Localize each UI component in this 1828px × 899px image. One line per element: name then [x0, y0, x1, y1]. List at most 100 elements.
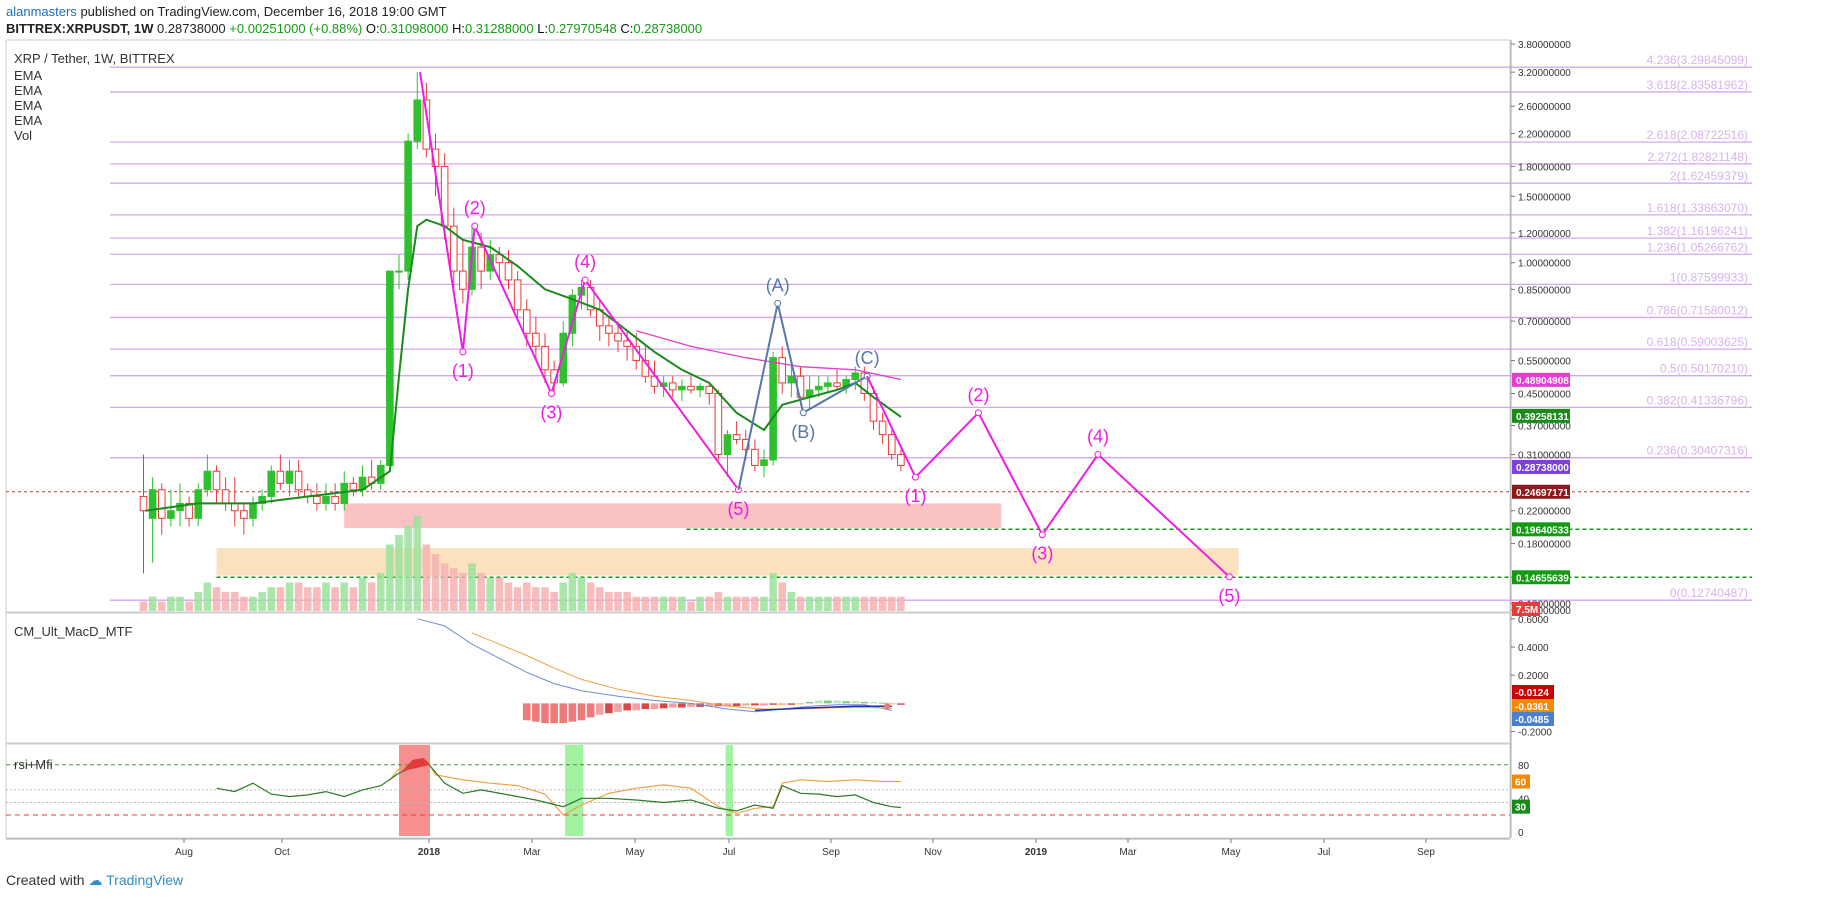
volume-bar: [678, 596, 686, 611]
wave-forecast-label: (5): [1218, 586, 1240, 606]
chart-title: XRP / Tether, 1W, BITTREX: [14, 51, 175, 66]
macd-hist-bar: [887, 703, 896, 705]
macd-hist-bar: [842, 701, 850, 704]
rsi-tag-label: 60: [1515, 778, 1527, 789]
volume-bar: [833, 596, 841, 611]
macd-tag: [1512, 712, 1554, 726]
wave-forecast-point: [1225, 573, 1233, 581]
volume-bar: [687, 601, 695, 611]
wave-impulse-point: [547, 389, 555, 397]
rsi-axis-label: 0: [1518, 828, 1524, 839]
indicator-vol[interactable]: Vol: [14, 128, 33, 143]
volume-bar: [477, 573, 485, 611]
time-axis-label: Jul: [1318, 847, 1331, 858]
candle-body: [760, 459, 768, 466]
ema-green-line: [145, 218, 902, 512]
volume-bar: [541, 587, 549, 611]
volume-bar: [221, 592, 230, 611]
price-tag: [1512, 459, 1570, 474]
rsi-highlight: [725, 745, 733, 836]
macd-tag-label: -0.0124: [1515, 688, 1549, 699]
macd-hist-bar: [787, 703, 796, 705]
fib-level-label: 0.236(0.30407316): [1647, 444, 1748, 458]
candle-body: [623, 340, 631, 347]
volume-bar: [605, 592, 613, 611]
macd-hist-bar: [769, 703, 777, 705]
candle-body: [778, 357, 787, 384]
candle-body: [185, 502, 193, 519]
volume-bar: [796, 596, 805, 611]
volume-bar: [203, 582, 212, 611]
rsi-title[interactable]: rsi+Mfi: [14, 757, 53, 772]
candle-body: [486, 254, 495, 272]
ohlc-line: BITTREX:XRPUSDT, 1W 0.28738000 +0.002510…: [6, 21, 702, 36]
rsi-pane: [5, 743, 1511, 839]
macd-fast-line: [754, 705, 892, 712]
volume-bar: [486, 577, 495, 611]
volume-bar: [422, 544, 431, 611]
indicator-ema-4[interactable]: EMA: [14, 113, 43, 128]
price-tag-label: 0.28738000: [1516, 463, 1569, 474]
volume-bar: [513, 587, 522, 611]
fib-level-label: 3.618(2.83581962): [1647, 78, 1748, 92]
volume-bar: [595, 587, 604, 611]
macd-hist-bar: [805, 701, 814, 704]
macd-tag: [1512, 685, 1554, 699]
time-axis-label: May: [1222, 847, 1241, 858]
price-axis-label: 1.20000000: [1518, 229, 1571, 240]
volume-bar: [641, 596, 650, 611]
indicator-ema-2[interactable]: EMA: [14, 83, 43, 98]
macd-hist-bar: [595, 703, 604, 715]
volume-bar: [157, 601, 166, 611]
supply-zone: [344, 503, 1002, 528]
candle-body: [404, 140, 412, 272]
macd-cross-dot: [884, 703, 891, 710]
candle-body: [203, 470, 212, 491]
indicator-ema-3[interactable]: EMA: [14, 98, 43, 113]
wave-impulse-point: [581, 276, 589, 284]
volume-bar: [449, 568, 458, 611]
volume-bar: [322, 582, 330, 611]
macd-hist-bar: [650, 703, 659, 709]
volume-bar: [468, 563, 476, 611]
wave-correction-point: [799, 409, 807, 417]
rsi-axis-label: 80: [1518, 761, 1530, 772]
price-axis-label: 2.20000000: [1518, 130, 1571, 141]
wave-impulse-label: (1): [452, 361, 474, 381]
time-axis-label: Sep: [1417, 847, 1435, 858]
wave-forecast-label: (1): [904, 486, 926, 506]
volume-bar: [413, 516, 422, 611]
wave-forecast-point: [911, 473, 919, 481]
wave-forecast-path: [866, 375, 1231, 578]
volume-bar: [851, 596, 860, 611]
macd-hist-bar: [751, 703, 759, 706]
indicator-ema-1[interactable]: EMA: [14, 68, 43, 83]
volume-bar: [386, 544, 394, 611]
wave-impulse-label: (3): [540, 402, 562, 422]
candle-body: [559, 332, 568, 384]
candle-body: [769, 357, 777, 461]
price-axis-label: 0.31000000: [1518, 451, 1571, 462]
author-link[interactable]: alanmasters: [6, 4, 77, 19]
open-value: 0.31098000: [379, 21, 449, 36]
time-axis-label: Mar: [523, 847, 541, 858]
fib-level-label: 2.272(1.82821148): [1647, 150, 1748, 164]
fib-level-label: 1(0.87599933): [1670, 270, 1748, 284]
footer-brand[interactable]: TradingView: [106, 872, 184, 888]
volume-bar: [440, 563, 449, 611]
mfi-line: [389, 759, 901, 816]
candle-body: [267, 470, 276, 497]
price-axis-label: 0.37000000: [1518, 422, 1571, 433]
macd-title[interactable]: CM_Ult_MacD_MTF: [14, 624, 133, 639]
candle-body: [477, 246, 485, 272]
wave-correction-path: [737, 303, 868, 491]
wave-impulse-point: [471, 222, 479, 230]
price-tag-label: 7.5M: [1516, 605, 1538, 616]
time-axis-label: 2018: [418, 847, 441, 858]
wave-impulse-label: (2): [464, 198, 486, 218]
price-tag: [1512, 602, 1540, 616]
volume-bar: [349, 587, 358, 611]
macd-hist-bar: [568, 703, 577, 722]
price-axis-label: 1.80000000: [1518, 162, 1571, 173]
